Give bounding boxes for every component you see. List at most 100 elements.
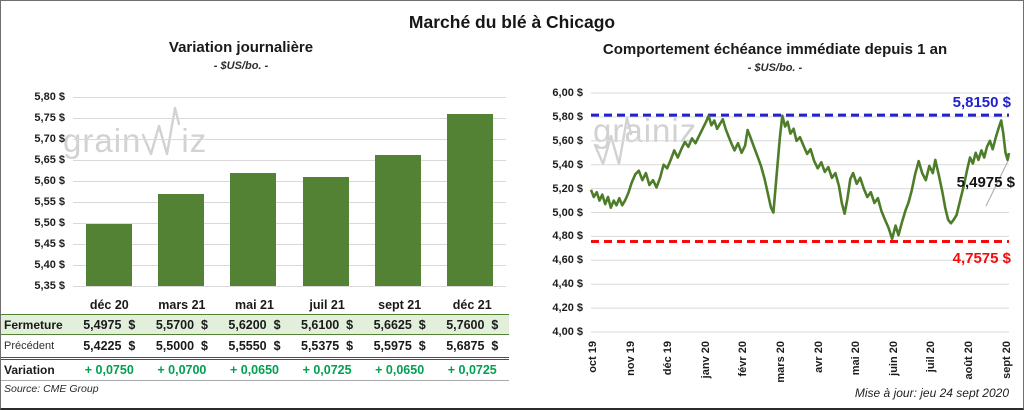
line-chart-canvas xyxy=(589,92,1011,333)
table-header-row: déc 20 mars 21 mai 21 juil 21 sept 21 dé… xyxy=(1,295,509,314)
y-axis-label: 5,80 $ xyxy=(552,110,583,123)
row-label: Variation xyxy=(4,363,55,377)
bar-mai-21 xyxy=(230,172,277,286)
x-axis-label: août 20 xyxy=(963,341,975,380)
y-axis-label: 5,60 $ xyxy=(34,175,65,187)
close-value: 5,5700 $ xyxy=(155,317,208,332)
y-axis-label: 5,45 $ xyxy=(34,238,65,250)
y-axis-label: 5,50 $ xyxy=(34,217,65,229)
gridline xyxy=(73,286,506,287)
watermark-text: grain xyxy=(63,121,142,159)
month-header: déc 21 xyxy=(452,297,492,312)
bar-déc-21 xyxy=(446,113,493,286)
y-axis-label: 5,70 $ xyxy=(34,133,65,145)
gridline xyxy=(73,202,506,203)
grainwiz-watermark: grain iz xyxy=(63,105,208,159)
month-header: mai 21 xyxy=(235,297,274,312)
close-value: 5,6625 $ xyxy=(373,317,426,332)
price-series-line xyxy=(589,114,1011,241)
previous-value: 5,5550 $ xyxy=(228,339,281,353)
y-axis-label: 5,20 $ xyxy=(552,182,583,195)
gridline xyxy=(73,97,506,98)
gridline xyxy=(73,265,506,266)
line-chart-plot: grain iz 6,00 $5,80 $5,60 $5,40 $5,20 $5… xyxy=(552,87,1012,383)
variation-value: + 0,0750 xyxy=(84,363,134,377)
line-chart-title: Comportement échéance immédiate depuis 1… xyxy=(602,41,948,58)
x-axis-label: mai 20 xyxy=(850,341,863,376)
previous-value: 5,5000 $ xyxy=(155,339,208,353)
bar-sept-21 xyxy=(374,154,421,286)
x-axis-label: avr 20 xyxy=(812,341,825,373)
bar-chart-subtitle: - $US/bo. - xyxy=(213,60,269,72)
x-axis-label: juil 20 xyxy=(925,341,938,373)
table-row-precedent: Précédent 5,4225 $ 5,5000 $ 5,5550 $ 5,5… xyxy=(1,335,509,357)
y-axis-label: 4,40 $ xyxy=(552,278,583,291)
gridline xyxy=(73,244,506,245)
gridline xyxy=(73,160,506,161)
y-axis-label: 5,65 $ xyxy=(34,154,65,166)
last-price-label: 5,4975 $ xyxy=(956,174,1015,191)
update-note: Mise à jour: jeu 24 sept 2020 xyxy=(854,386,1009,400)
close-value: 5,7600 $ xyxy=(446,317,499,332)
bar-juil-21 xyxy=(302,176,349,286)
y-axis-label: 5,55 $ xyxy=(34,196,65,208)
watermark-zigzag-icon xyxy=(142,106,181,156)
y-axis-label: 4,20 $ xyxy=(552,302,583,315)
previous-value: 5,5975 $ xyxy=(373,339,426,353)
table-row-fermeture: Fermeture 5,4975 $ 5,5700 $ 5,6200 $ 5,6… xyxy=(1,314,509,335)
x-axis-label: janv 20 xyxy=(699,341,712,379)
previous-value: 5,4225 $ xyxy=(83,339,136,353)
futures-table: déc 20 mars 21 mai 21 juil 21 sept 21 dé… xyxy=(1,295,509,397)
row-label: Fermeture xyxy=(4,317,63,332)
gridline xyxy=(73,223,506,224)
gridline xyxy=(73,139,506,140)
x-axis-label: nov 19 xyxy=(624,341,637,376)
y-axis-label: 5,35 $ xyxy=(34,280,65,292)
variation-value: + 0,0725 xyxy=(302,363,352,377)
y-axis-label: 5,40 $ xyxy=(552,158,583,171)
table-row-source: Source: CME Group xyxy=(1,380,509,397)
page-title: Marché du blé à Chicago xyxy=(408,12,616,32)
x-axis-label: févr 20 xyxy=(737,341,750,377)
y-axis-label: 5,40 $ xyxy=(34,259,65,271)
support-label: 4,7575 $ xyxy=(952,250,1011,267)
table-row-variation: Variation + 0,0750 + 0,0700 + 0,0650 + 0… xyxy=(1,357,509,380)
gridline xyxy=(73,181,506,182)
y-axis-label: 5,60 $ xyxy=(552,134,583,147)
y-axis-label: 4,80 $ xyxy=(552,230,583,243)
source-note: Source: CME Group xyxy=(4,383,99,395)
variation-value: + 0,0650 xyxy=(229,363,279,377)
row-label: Précédent xyxy=(4,340,55,352)
variation-value: + 0,0650 xyxy=(375,363,425,377)
close-value: 5,6100 $ xyxy=(301,317,354,332)
x-axis-label: mars 20 xyxy=(775,341,787,383)
y-axis-label: 6,00 $ xyxy=(552,87,583,99)
resistance-label: 5,8150 $ xyxy=(952,94,1011,111)
close-value: 5,6200 $ xyxy=(228,317,281,332)
y-axis-label: 5,00 $ xyxy=(552,206,583,219)
month-header: déc 20 xyxy=(89,297,129,312)
y-axis-label: 5,80 $ xyxy=(34,91,65,103)
month-header: juil 21 xyxy=(309,297,345,312)
previous-value: 5,6875 $ xyxy=(446,339,499,353)
line-chart-subtitle: - $US/bo. - xyxy=(747,62,803,74)
month-header: sept 21 xyxy=(378,297,422,312)
close-value: 5,4975 $ xyxy=(83,317,136,332)
bar-chart-plot: grain iz 5,80 $ 5,75 $ 5,70 $ 5,65 $ 5,60 $ 5… xyxy=(34,91,506,292)
x-axis-label: sept 20 xyxy=(1000,341,1013,379)
variation-value: + 0,0725 xyxy=(447,363,497,377)
watermark-text: iz xyxy=(181,121,208,159)
x-axis-label: juin 20 xyxy=(887,341,900,376)
bar-déc-20 xyxy=(86,224,133,286)
bar-mars-21 xyxy=(158,193,205,286)
previous-value: 5,5375 $ xyxy=(301,339,354,353)
variation-value: + 0,0700 xyxy=(157,363,207,377)
y-axis-label: 4,00 $ xyxy=(552,326,583,338)
month-header: mars 21 xyxy=(158,297,206,312)
gridline xyxy=(73,118,506,119)
y-axis-label: 5,75 $ xyxy=(34,112,65,124)
y-axis-label: 4,60 $ xyxy=(552,254,583,267)
x-axis-label: oct 19 xyxy=(587,341,599,373)
x-axis-label: déc 19 xyxy=(662,341,675,376)
